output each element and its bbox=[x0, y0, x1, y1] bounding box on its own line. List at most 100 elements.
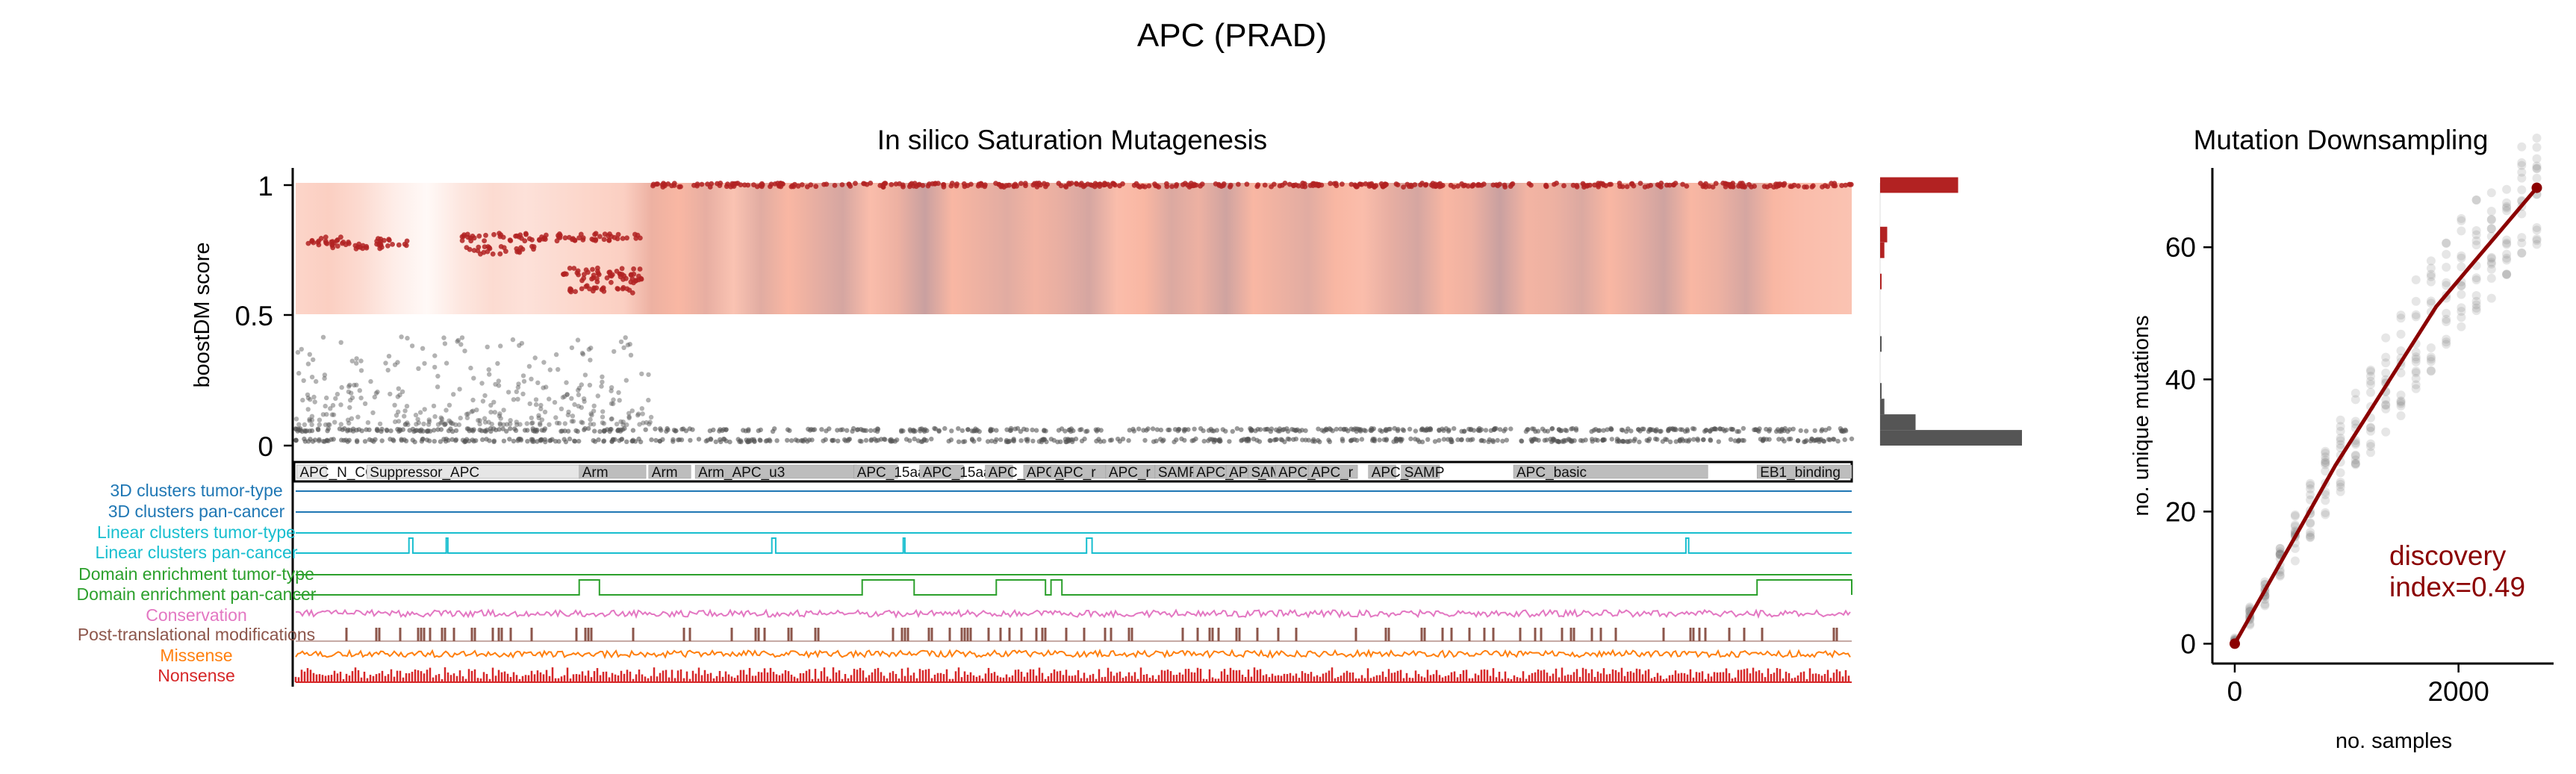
passenger-point bbox=[373, 390, 379, 396]
passenger-point bbox=[1591, 428, 1596, 433]
passenger-point bbox=[843, 438, 848, 443]
passenger-point bbox=[1640, 426, 1645, 431]
passenger-point bbox=[1648, 427, 1653, 432]
passenger-point bbox=[696, 437, 702, 442]
passenger-point bbox=[432, 428, 437, 433]
passenger-point bbox=[1359, 437, 1365, 442]
downsample-point bbox=[2321, 446, 2330, 456]
passenger-point bbox=[416, 366, 421, 371]
driver-point bbox=[1011, 183, 1017, 189]
driver-point bbox=[1723, 181, 1729, 187]
passenger-point bbox=[439, 416, 445, 422]
passenger-point bbox=[368, 378, 373, 384]
y-tick-label: 0 bbox=[258, 431, 273, 462]
passenger-point bbox=[1051, 437, 1057, 443]
passenger-point bbox=[447, 402, 452, 408]
passenger-point bbox=[591, 403, 597, 408]
driver-point bbox=[893, 181, 899, 187]
passenger-point bbox=[571, 438, 577, 443]
passenger-point bbox=[1377, 437, 1382, 443]
passenger-point bbox=[738, 438, 744, 443]
passenger-point bbox=[626, 411, 632, 416]
track-label: Post-translational modifications bbox=[78, 625, 315, 644]
passenger-point bbox=[601, 428, 606, 434]
passenger-point bbox=[708, 437, 714, 442]
passenger-point bbox=[327, 422, 332, 428]
passenger-point bbox=[1782, 438, 1787, 444]
y-axis-label: boostDM score bbox=[190, 242, 214, 387]
passenger-point bbox=[405, 422, 411, 428]
histogram-bar bbox=[1880, 273, 1882, 290]
passenger-point bbox=[349, 395, 355, 401]
downsample-point bbox=[2290, 543, 2300, 553]
driver-point bbox=[669, 183, 674, 189]
passenger-point bbox=[531, 439, 536, 444]
passenger-point bbox=[349, 416, 355, 421]
passenger-point bbox=[601, 421, 607, 426]
downsample-point bbox=[2442, 239, 2451, 248]
passenger-point bbox=[569, 396, 574, 401]
driver-point bbox=[459, 238, 465, 243]
passenger-point bbox=[1437, 437, 1442, 443]
passenger-point bbox=[400, 427, 405, 432]
downsample-point bbox=[2351, 459, 2360, 469]
passenger-point bbox=[446, 428, 452, 434]
domain-box bbox=[853, 464, 898, 479]
downsample-point bbox=[2321, 458, 2330, 467]
passenger-point bbox=[317, 417, 323, 422]
downsample-point bbox=[2366, 426, 2375, 436]
driver-point bbox=[930, 181, 936, 187]
passenger-point bbox=[1441, 428, 1446, 433]
passenger-point bbox=[535, 427, 540, 433]
downsample-point bbox=[2336, 434, 2345, 443]
driver-point bbox=[1328, 181, 1334, 187]
passenger-point bbox=[338, 422, 343, 427]
driver-point bbox=[1658, 181, 1664, 186]
passenger-point bbox=[474, 408, 479, 413]
passenger-point bbox=[307, 416, 312, 422]
passenger-point bbox=[985, 439, 991, 444]
passenger-point bbox=[441, 335, 447, 340]
passenger-point bbox=[1637, 439, 1642, 445]
passenger-point bbox=[836, 438, 841, 443]
driver-point bbox=[1839, 183, 1845, 189]
passenger-point bbox=[1787, 427, 1793, 432]
passenger-point bbox=[1452, 426, 1457, 431]
passenger-point bbox=[625, 343, 631, 348]
driver-point bbox=[1779, 182, 1785, 187]
downsample-point bbox=[2426, 263, 2436, 273]
passenger-point bbox=[1227, 439, 1232, 444]
downsample-point bbox=[2457, 307, 2466, 316]
passenger-point bbox=[556, 420, 562, 426]
passenger-point bbox=[1071, 428, 1076, 434]
passenger-point bbox=[1677, 438, 1683, 444]
domain-label: APC_r bbox=[1311, 465, 1354, 481]
driver-point bbox=[998, 184, 1004, 190]
downsample-point bbox=[2290, 511, 2300, 521]
passenger-point bbox=[349, 390, 354, 396]
domain-label: APC_N_CC bbox=[300, 465, 376, 481]
passenger-point bbox=[746, 427, 751, 432]
driver-point bbox=[1645, 184, 1651, 189]
driver-point bbox=[323, 238, 329, 244]
passenger-point bbox=[1024, 438, 1030, 444]
downsample-point bbox=[2411, 368, 2421, 378]
passenger-point bbox=[524, 421, 529, 426]
downsample-point bbox=[2517, 158, 2527, 167]
passenger-point bbox=[1262, 427, 1268, 432]
passenger-point bbox=[1345, 428, 1351, 434]
driver-point bbox=[1788, 184, 1793, 190]
passenger-point bbox=[1843, 427, 1848, 433]
passenger-point bbox=[942, 425, 948, 431]
driver-point bbox=[915, 182, 921, 188]
passenger-point bbox=[1303, 428, 1308, 434]
passenger-point bbox=[488, 410, 494, 415]
passenger-point bbox=[1601, 428, 1606, 433]
downsample-point bbox=[2366, 387, 2375, 397]
driver-point bbox=[311, 240, 317, 246]
passenger-point bbox=[581, 396, 587, 402]
passenger-point bbox=[1788, 436, 1793, 442]
passenger-point bbox=[1600, 437, 1605, 443]
passenger-point bbox=[377, 421, 383, 427]
